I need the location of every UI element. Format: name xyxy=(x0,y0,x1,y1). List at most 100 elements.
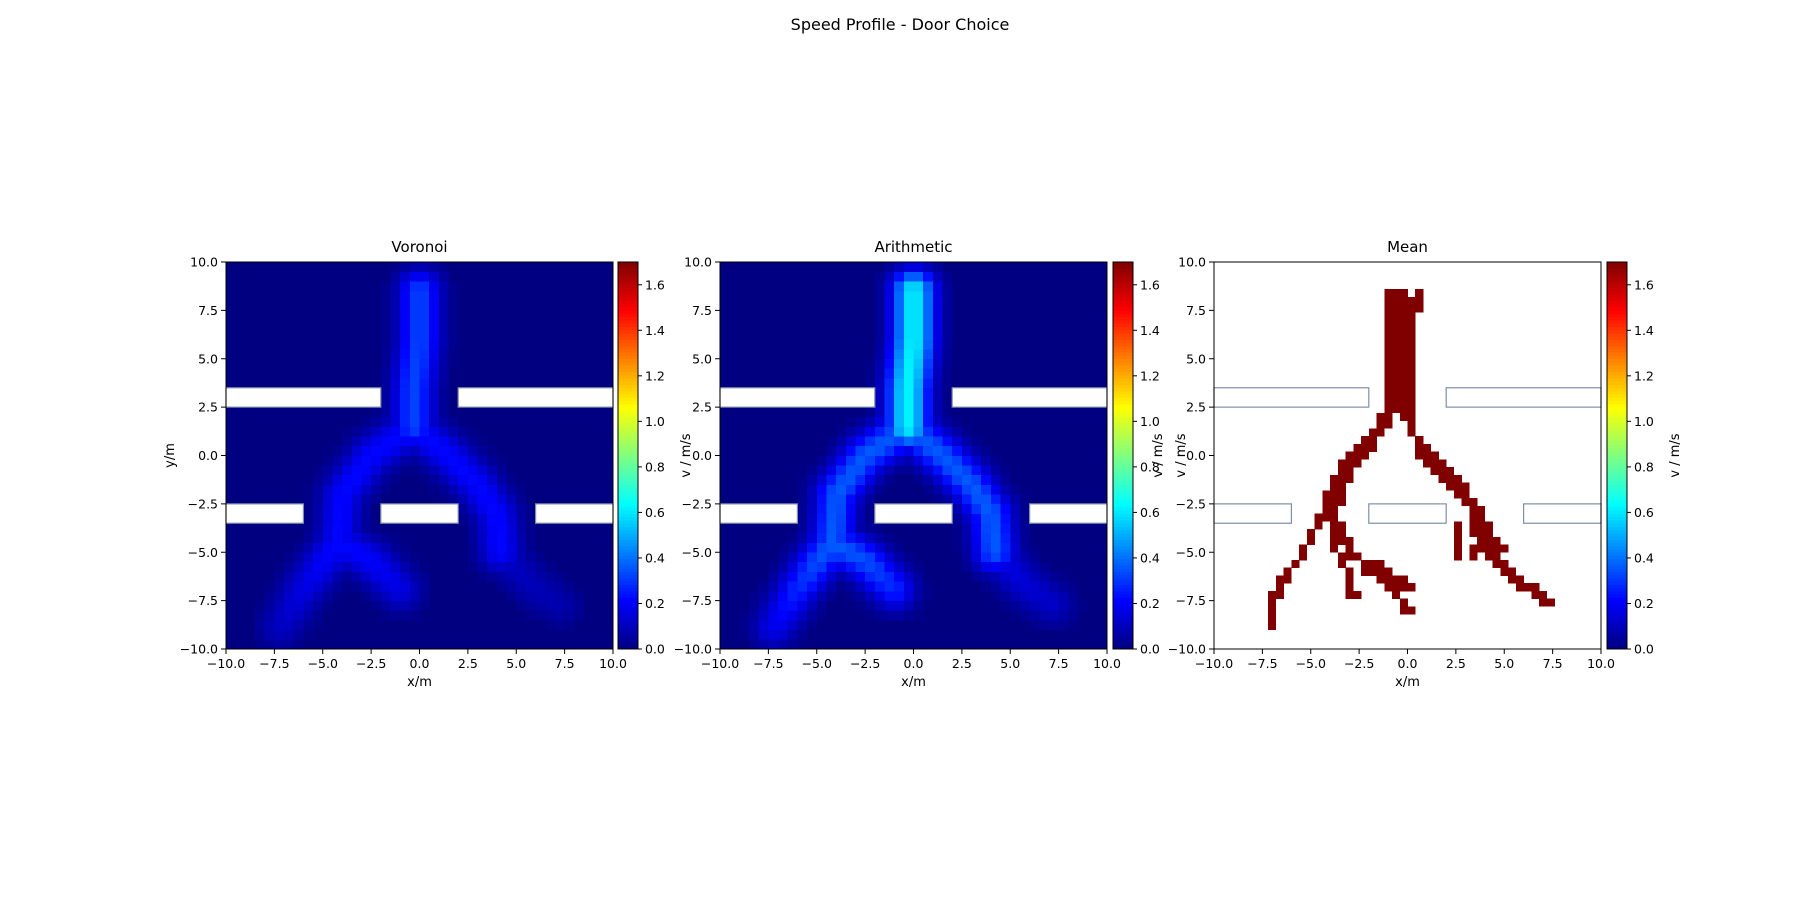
heatmap-cell xyxy=(768,600,779,611)
x-tick-label: 7.5 xyxy=(555,656,575,671)
colorbar-segment xyxy=(1607,471,1627,476)
colorbar-segment xyxy=(1607,468,1627,473)
colorbar-segment xyxy=(1113,490,1133,495)
colorbar-segment xyxy=(618,387,638,392)
colorbar-tick-label: 1.6 xyxy=(1634,277,1654,292)
heatmap-cell xyxy=(496,552,507,563)
heatmap-cell xyxy=(942,397,953,408)
heatmap-cell xyxy=(274,581,285,592)
heatmap-cell xyxy=(1399,405,1408,414)
heatmap-cell xyxy=(1353,552,1362,561)
heatmap-cell xyxy=(981,571,992,582)
heatmap-cell xyxy=(400,610,411,621)
heatmap-cell xyxy=(836,581,847,592)
heatmap-cell xyxy=(826,436,837,447)
heatmap-cell xyxy=(981,455,992,466)
colorbar-segment xyxy=(618,542,638,547)
heatmap-cell xyxy=(496,474,507,485)
colorbar-segment xyxy=(1113,394,1133,398)
heatmap-cell xyxy=(477,571,488,582)
colorbar-segment xyxy=(1113,542,1133,547)
heatmap-cell xyxy=(1500,544,1509,553)
heatmap-cell xyxy=(516,532,527,543)
y-tick-label: 5.0 xyxy=(198,351,218,366)
heatmap-cell xyxy=(884,436,895,447)
colorbar-segment xyxy=(1113,455,1133,460)
heatmap-cell xyxy=(1345,590,1354,599)
colorbar-segment xyxy=(1607,623,1627,627)
heatmap-cell xyxy=(1399,598,1408,607)
colorbar-segment xyxy=(618,329,638,334)
colorbar-segment xyxy=(618,381,638,385)
heatmap-cell xyxy=(429,426,440,437)
x-tick-label: 0.0 xyxy=(1398,656,1418,671)
heatmap-cell xyxy=(380,426,391,437)
colorbar-segment xyxy=(1113,458,1133,463)
heatmap-cell xyxy=(487,474,498,485)
heatmap-cell xyxy=(409,561,420,572)
heatmap-cell xyxy=(884,368,895,379)
heatmap-cell xyxy=(865,465,876,476)
colorbar-segment xyxy=(1113,516,1133,521)
heatmap-cell xyxy=(274,619,285,630)
heatmap-cell xyxy=(429,397,440,408)
x-tick-label: −2.5 xyxy=(1344,656,1374,671)
heatmap-cell xyxy=(1407,420,1416,429)
heatmap-cell xyxy=(807,532,818,543)
heatmap-cell xyxy=(400,445,411,456)
heatmap-cell xyxy=(913,320,924,331)
heatmap-cell xyxy=(1275,590,1284,599)
colorbar-segment xyxy=(618,497,638,502)
heatmap-cell xyxy=(361,542,372,553)
heatmap-cell xyxy=(380,407,391,418)
heatmap-cell xyxy=(913,571,924,582)
heatmap-cell xyxy=(1345,467,1354,476)
heatmap-cell xyxy=(313,552,324,563)
heatmap-cell xyxy=(409,310,420,321)
heatmap-cell xyxy=(467,494,478,505)
heatmap-cell xyxy=(787,561,798,572)
heatmap-cell xyxy=(516,561,527,572)
heatmap-cell xyxy=(855,600,866,611)
heatmap-cell xyxy=(1399,304,1408,313)
heatmap-cell xyxy=(913,474,924,485)
colorbar-segment xyxy=(618,391,638,395)
colorbar-segment xyxy=(1607,281,1627,285)
heatmap-cell xyxy=(942,387,953,398)
y-tick-label: −2.5 xyxy=(188,496,218,511)
y-tick-label: 10.0 xyxy=(190,255,218,270)
heatmap-cell xyxy=(903,600,914,611)
colorbar-tick-label: 1.6 xyxy=(1140,277,1160,292)
heatmap-cell xyxy=(932,378,943,389)
heatmap-cell xyxy=(419,329,430,340)
heatmap-cell xyxy=(429,281,440,292)
heatmap-cell xyxy=(894,368,905,379)
heatmap-cell xyxy=(409,368,420,379)
heatmap-cell xyxy=(903,571,914,582)
heatmap-cell xyxy=(419,397,430,408)
heatmap-cell xyxy=(264,639,275,650)
heatmap-cell xyxy=(749,629,759,640)
colorbar-segment xyxy=(1607,568,1627,573)
heatmap-cell xyxy=(884,349,895,360)
colorbar-segment xyxy=(618,581,638,585)
heatmap-cell xyxy=(932,291,943,301)
heatmap-cell xyxy=(952,436,963,447)
heatmap-cell xyxy=(496,494,507,505)
colorbar-segment xyxy=(1607,271,1627,276)
heatmap-cell xyxy=(913,455,924,466)
heatmap-cell xyxy=(361,503,372,514)
heatmap-cell xyxy=(1330,529,1339,538)
heatmap-cell xyxy=(1330,482,1339,491)
colorbar-segment xyxy=(1113,445,1133,450)
heatmap-cell xyxy=(380,416,391,427)
colorbar-segment xyxy=(1607,410,1627,414)
colorbar-segment xyxy=(1113,574,1133,579)
heatmap-cell xyxy=(778,610,789,621)
heatmap-cell xyxy=(1039,600,1050,611)
colorbar-segment xyxy=(618,487,638,492)
heatmap-cell xyxy=(923,445,934,456)
x-tick-label: 7.5 xyxy=(1049,656,1069,671)
x-tick-label: 0.0 xyxy=(904,656,924,671)
heatmap-cell xyxy=(932,300,943,311)
